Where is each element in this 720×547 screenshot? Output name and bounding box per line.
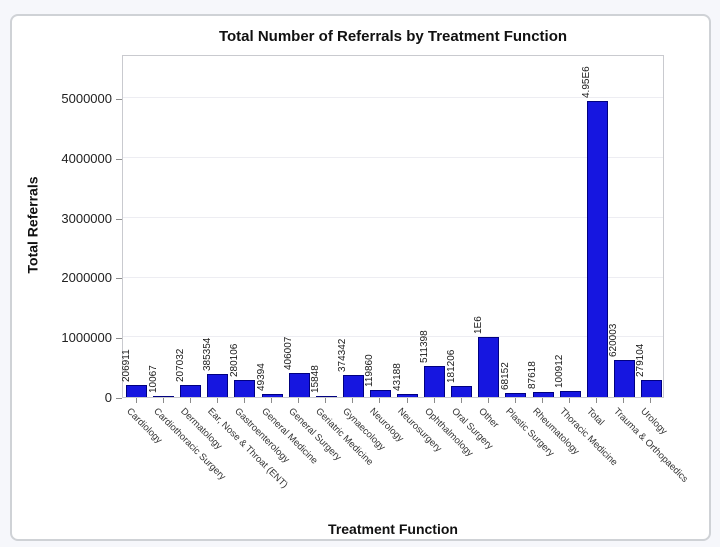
x-tick-mark — [162, 398, 164, 403]
bar-value-label: 4.95E6 — [581, 66, 593, 99]
bar-value-label: 207032 — [174, 348, 186, 382]
bar-geriatric-medicine — [315, 395, 337, 397]
x-axis-label: Treatment Function — [328, 521, 458, 537]
x-tick-mark — [298, 398, 300, 403]
plot-area: 206911 10067 207032 385354 280106 49394 406007… — [120, 55, 664, 398]
x-tick-mark — [514, 398, 516, 403]
bar-ear-nose-throat-ent — [207, 373, 229, 397]
bar-neurosurgery — [397, 394, 419, 397]
y-gridline — [123, 336, 663, 338]
bar-value-label: 374342 — [337, 338, 349, 372]
bar-thoracic-medicine — [559, 390, 581, 397]
bar-value-label: 181206 — [445, 349, 457, 384]
x-tick-mark — [189, 398, 191, 403]
y-tick-label: 3000000 — [61, 210, 112, 226]
y-tick-mark — [116, 218, 122, 220]
y-gridline — [123, 216, 663, 218]
bar-value-label: 100912 — [554, 354, 566, 388]
bar-neurology — [369, 389, 391, 397]
bar-total — [586, 101, 608, 397]
y-axis-label: Total Referrals — [24, 176, 41, 274]
x-tick-mark — [243, 398, 245, 403]
chart-title: Total Number of Referrals by Treatment F… — [218, 28, 568, 45]
x-tick-mark — [271, 398, 273, 403]
bar-value-label: 119860 — [364, 354, 376, 387]
bar-general-surgery — [288, 372, 310, 397]
y-tick-mark — [116, 338, 122, 340]
x-tick-mark — [216, 398, 218, 403]
x-tick-mark — [623, 398, 625, 403]
y-tick-label: 0 — [104, 390, 112, 405]
y-tick-mark — [116, 99, 122, 101]
x-tick-label: Other — [476, 406, 501, 431]
bar-value-label: 279104 — [635, 343, 647, 378]
y-tick-mark — [116, 158, 122, 160]
bar-value-label: 49394 — [256, 363, 268, 392]
x-tick-mark — [135, 398, 137, 403]
bar-value-label: 15848 — [310, 364, 322, 393]
x-tick-mark — [569, 398, 571, 403]
bar-cardiothoracic-surgery — [153, 395, 175, 397]
bar-value-label: 1E6 — [472, 316, 484, 335]
x-tick-label: Total — [584, 406, 607, 428]
bar-rheumatology — [532, 391, 554, 397]
bar-value-label: 68152 — [499, 362, 511, 390]
x-tick-mark — [325, 398, 327, 403]
bar-trauma-orthopaedics — [613, 359, 635, 397]
x-tick-mark — [596, 398, 598, 403]
x-tick-mark — [352, 398, 354, 403]
y-tick-label: 2000000 — [61, 270, 112, 286]
bar-gastroenterology — [234, 380, 256, 397]
y-gridline — [123, 156, 663, 158]
x-tick-mark — [542, 398, 544, 403]
bar-oral-surgery — [451, 386, 473, 397]
y-tick-label: 4000000 — [61, 150, 112, 166]
x-tick-mark — [650, 398, 652, 403]
bar-value-label: 385354 — [201, 337, 213, 371]
bar-value-label: 620003 — [608, 323, 620, 357]
bar-value-label: 87618 — [527, 360, 539, 389]
bar-general-medicine — [261, 394, 283, 397]
bar-value-label: 206911 — [120, 349, 132, 382]
x-tick-mark — [406, 398, 408, 403]
bar-other — [478, 337, 500, 397]
y-gridline — [123, 97, 663, 99]
x-tick-mark — [379, 398, 381, 403]
bar-urology — [640, 380, 662, 397]
bar-value-label: 280106 — [228, 343, 240, 378]
bar-plastic-surgery — [505, 392, 527, 397]
x-tick-mark — [460, 398, 462, 403]
y-tick-label: 1000000 — [61, 330, 112, 346]
bar-value-label: 511398 — [418, 330, 430, 364]
chart-card: Total Number of Referrals by Treatment F… — [10, 14, 711, 541]
y-tick-mark — [116, 398, 122, 399]
bar-gynaecology — [342, 374, 364, 397]
bar-ophthalmology — [424, 366, 446, 397]
y-tick-label: 5000000 — [61, 91, 112, 107]
bar-value-label: 43188 — [391, 363, 403, 392]
bar-dermatology — [180, 384, 202, 397]
x-tick-mark — [487, 398, 489, 403]
x-tick-mark — [433, 398, 435, 403]
y-tick-mark — [116, 278, 122, 280]
bar-value-label: 406007 — [283, 336, 295, 370]
bar-cardiology — [126, 384, 148, 397]
y-gridline — [123, 276, 663, 278]
bar-value-label: 10067 — [147, 364, 159, 393]
